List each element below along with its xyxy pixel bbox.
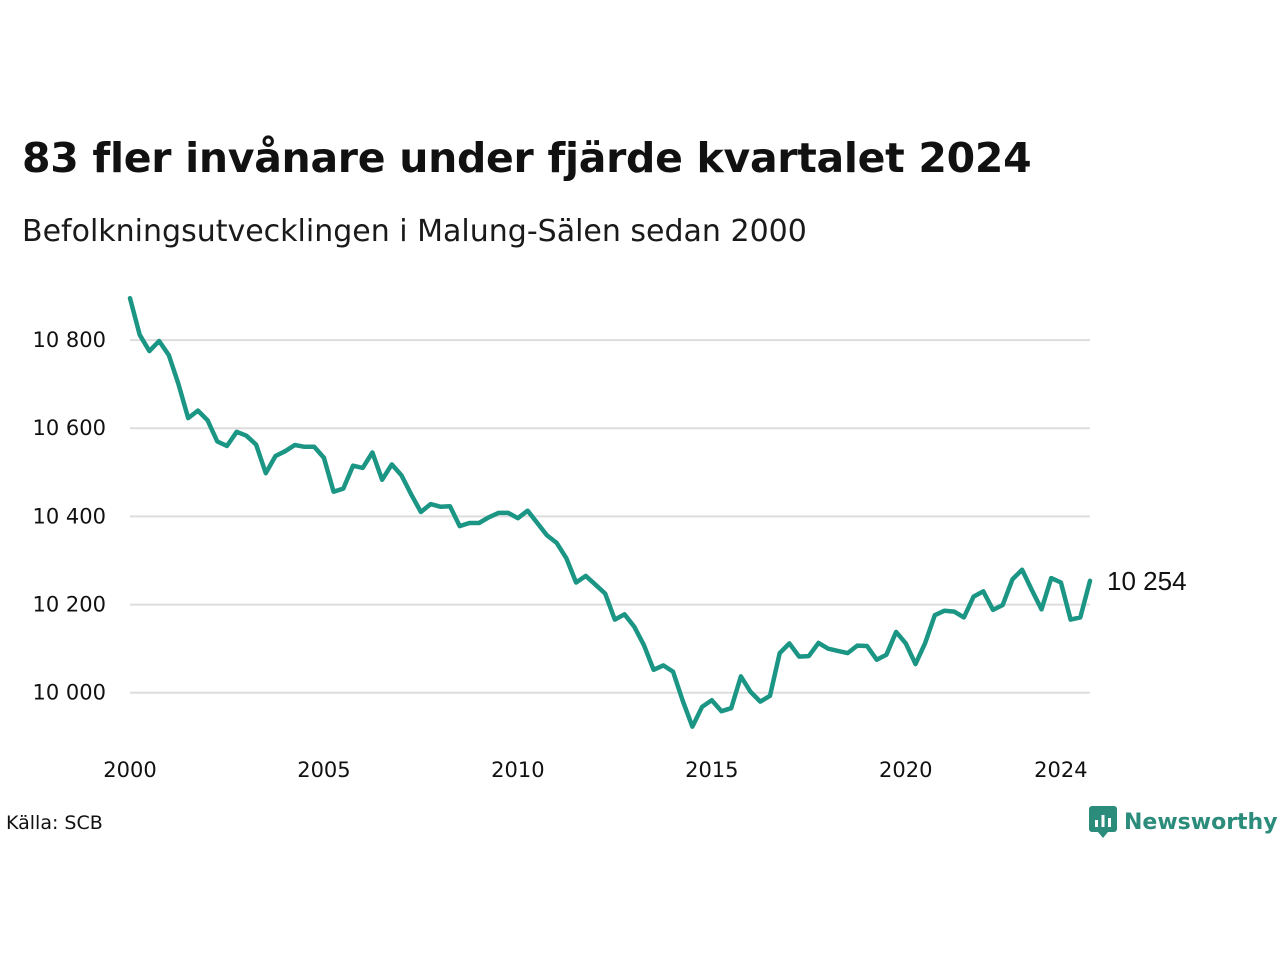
x-tick-label: 2024 <box>1034 758 1087 782</box>
chart-title: 83 fler invånare under fjärde kvartalet … <box>22 134 1032 182</box>
x-tick-label: 2000 <box>103 758 156 782</box>
brand-name: Newsworthy <box>1124 809 1278 835</box>
y-axis-tick-labels: 10 000 10 200 10 400 10 600 10 800 <box>33 328 106 705</box>
grid-lines <box>130 339 1090 694</box>
series-line <box>127 295 1093 729</box>
y-tick-label: 10 200 <box>33 593 106 617</box>
x-tick-label: 2015 <box>685 758 738 782</box>
x-tick-label: 2005 <box>297 758 350 782</box>
x-axis-tick-labels: 2000 2005 2010 2015 2020 2024 <box>103 758 1087 782</box>
chart-subtitle: Befolkningsutvecklingen i Malung-Sälen s… <box>22 214 807 249</box>
x-tick-label: 2010 <box>491 758 544 782</box>
brand-logo: Newsworthy <box>1088 805 1278 839</box>
source-note: Källa: SCB <box>6 812 103 834</box>
newsworthy-logo-icon <box>1089 806 1117 838</box>
x-tick-label: 2020 <box>879 758 932 782</box>
y-tick-label: 10 000 <box>33 681 106 705</box>
end-value-label: 10 254 <box>1107 566 1187 596</box>
y-tick-label: 10 400 <box>33 504 106 528</box>
population-series <box>127 295 1093 729</box>
y-tick-label: 10 800 <box>33 328 106 352</box>
y-tick-label: 10 600 <box>33 416 106 440</box>
